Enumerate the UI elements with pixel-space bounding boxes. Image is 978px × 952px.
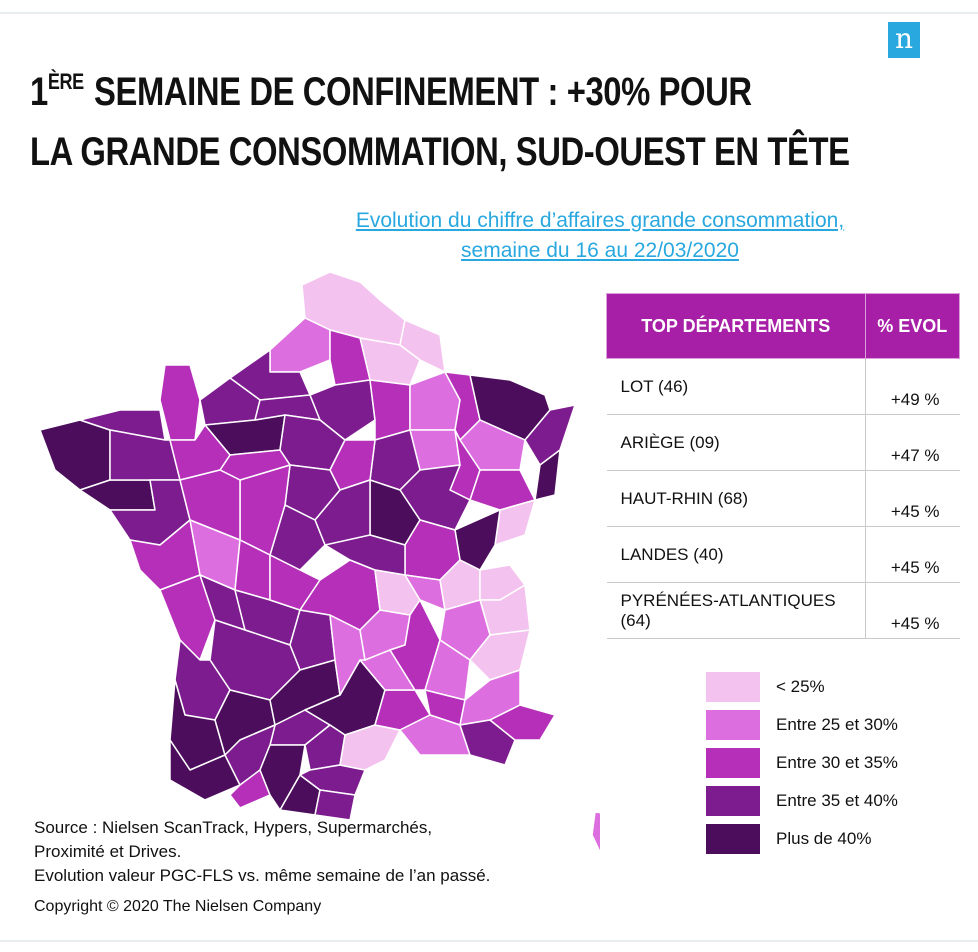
region-alpes-maritimes (489, 704, 556, 741)
table-row: PYRÉNÉES-ATLANTIQUES (64) +45 % (606, 582, 960, 639)
legend-item: Entre 25 et 30% (706, 706, 898, 744)
bottom-divider (0, 940, 978, 942)
region-haute-saone (469, 469, 536, 511)
legend-swatch (706, 786, 760, 816)
row-departement: LOT (46) (606, 358, 865, 415)
region-gard (374, 689, 431, 731)
region-maine-et-loire (179, 469, 241, 541)
map-subtitle-link[interactable]: Evolution du chiffre d’affaires grande c… (290, 206, 910, 266)
region-hautes-pyrenees (229, 769, 271, 809)
region-bouches-du-rhone (399, 714, 471, 756)
region-corse-du-sud (591, 811, 600, 853)
legend-label: Entre 30 et 35% (776, 753, 898, 772)
table-row: HAUT-RHIN (68) +45 % (606, 470, 960, 527)
subtitle-line1: Evolution du chiffre d’affaires grande c… (355, 209, 845, 232)
copyright: Copyright © 2020 The Nielsen Company (34, 898, 322, 915)
france-map (39, 271, 600, 853)
header-evol: % EVOL (864, 293, 960, 359)
legend-item: Plus de 40% (706, 820, 898, 858)
legend-item: < 25% (706, 668, 898, 706)
page-title: 1ÈRE SEMAINE DE CONFINEMENT : +30% POUR … (30, 52, 850, 182)
row-evol: +45 % (864, 582, 960, 639)
region-charente-maritime (159, 574, 216, 661)
row-evol: +45 % (864, 526, 960, 583)
row-evol: +45 % (864, 470, 960, 527)
region-cotes-darmor (79, 409, 166, 441)
legend-item: Entre 30 et 35% (706, 744, 898, 782)
header-departements: TOP DÉPARTEMENTS (606, 293, 866, 359)
legend-label: Entre 35 et 40% (776, 791, 898, 810)
legend-label: Plus de 40% (776, 829, 872, 848)
source-line: Proximité et Drives. (34, 842, 182, 861)
region-manche (159, 364, 201, 441)
table-row: LOT (46) +49 % (606, 358, 960, 415)
table-header-row: TOP DÉPARTEMENTS % EVOL (606, 293, 960, 359)
legend-swatch (706, 710, 760, 740)
map-legend: < 25% Entre 25 et 30% Entre 30 et 35% En… (706, 668, 898, 858)
legend-label: < 25% (776, 677, 825, 696)
legend-swatch (706, 748, 760, 778)
row-departement: PYRÉNÉES-ATLANTIQUES (64) (606, 582, 865, 639)
row-departement: LANDES (40) (606, 526, 865, 583)
legend-swatch (706, 824, 760, 854)
table-row: LANDES (40) +45 % (606, 526, 960, 583)
title-line2: LA GRANDE CONSOMMATION, SUD-OUEST EN TÊT… (30, 130, 850, 174)
region-somme (269, 317, 331, 373)
region-haut-rhin (534, 449, 561, 501)
region-var (459, 719, 516, 766)
region-ardennes (399, 319, 446, 373)
legend-item: Entre 35 et 40% (706, 782, 898, 820)
row-departement: ARIÈGE (09) (606, 414, 865, 471)
table-row: ARIÈGE (09) +47 % (606, 414, 960, 471)
top-divider (0, 12, 978, 14)
top-departements-table: TOP DÉPARTEMENTS % EVOL LOT (46) +49 % A… (606, 293, 960, 639)
source-line: Source : Nielsen ScanTrack, Hypers, Supe… (34, 818, 433, 837)
row-departement: HAUT-RHIN (68) (606, 470, 865, 527)
source-line: Evolution valeur PGC-FLS vs. même semain… (34, 866, 491, 885)
region-ardeche (389, 599, 441, 691)
region-finistere (39, 419, 111, 491)
region-pyrenees-orientales (314, 789, 356, 821)
subtitle-line2: semaine du 16 au 22/03/2020 (461, 239, 739, 262)
row-evol: +49 % (864, 358, 960, 415)
title-prefix: 1 (30, 70, 48, 114)
title-line1: SEMAINE DE CONFINEMENT : +30% POUR (85, 70, 752, 114)
legend-swatch (706, 672, 760, 702)
row-evol: +47 % (864, 414, 960, 471)
source-note: Source : Nielsen ScanTrack, Hypers, Supe… (34, 816, 490, 888)
region-hautes-alpes (469, 629, 531, 681)
nielsen-logo: n (888, 22, 920, 58)
title-superscript: ÈRE (47, 69, 84, 94)
legend-label: Entre 25 et 30% (776, 715, 898, 734)
